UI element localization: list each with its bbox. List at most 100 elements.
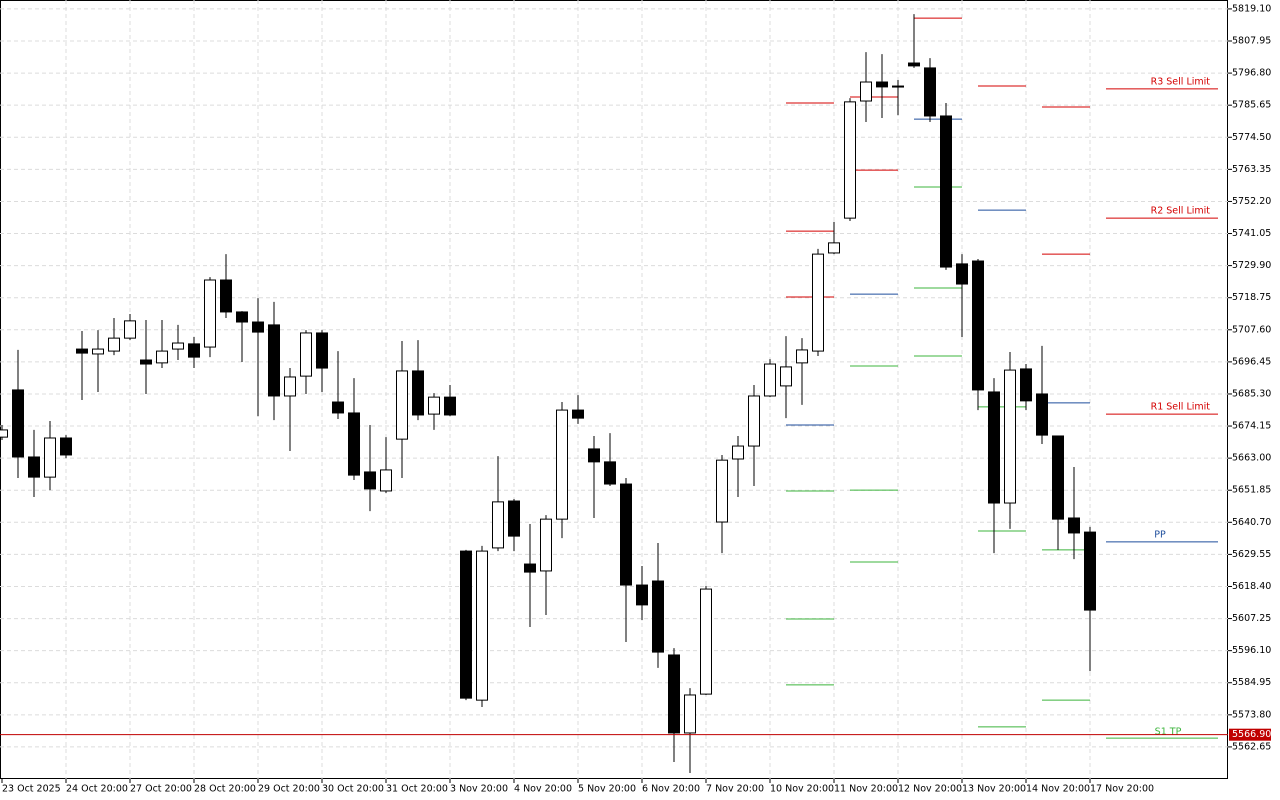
candle-body [220,279,232,313]
x-tick-label: 13 Nov 20:00 [962,784,1026,795]
y-tick-label: 5774.50 [1232,132,1271,143]
candle-body [172,342,184,350]
y-tick-label: 5607.25 [1232,613,1271,624]
y-tick-label: 5785.65 [1232,100,1271,111]
candle-body [908,62,920,67]
y-tick-label: 5707.60 [1232,324,1271,335]
candle-body [428,396,440,415]
y-tick-label: 5663.00 [1232,453,1271,464]
candle-body [524,563,536,573]
y-tick-label: 5718.75 [1232,292,1271,303]
x-tick-label: 23 Oct 2025 [2,784,61,795]
x-tick-label: 17 Nov 20:00 [1090,784,1154,795]
candle-body [924,67,936,117]
current-price-label: 5566.90 [1232,729,1271,740]
candle-body [364,471,376,490]
candle-body [620,483,632,586]
candle-body [156,350,168,364]
y-tick-label: 5562.65 [1232,741,1271,752]
candle-body [732,445,744,460]
x-tick-label: 29 Oct 20:00 [258,784,320,795]
candle-body [236,311,248,323]
candle-body [652,580,664,653]
x-tick-label: 4 Nov 20:00 [514,784,572,795]
candle-body [204,279,216,348]
candle-body [396,370,408,440]
candle-body [0,429,8,438]
candle-body [860,81,872,102]
candle-body [412,370,424,416]
candle-body [812,253,824,352]
candle-body [684,694,696,734]
x-tick-label: 14 Nov 20:00 [1026,784,1090,795]
candle-body [316,332,328,369]
candle-body [940,115,952,268]
candle-body [12,389,24,458]
y-tick-label: 5685.30 [1232,388,1271,399]
candle-body [76,348,88,354]
candle-body [60,437,72,456]
x-tick-label: 24 Oct 20:00 [66,784,128,795]
y-tick-label: 5618.40 [1232,581,1271,592]
x-tick-label: 28 Oct 20:00 [194,784,256,795]
candle-body [1052,435,1064,520]
candle-body [492,501,504,549]
candle-body [972,260,984,391]
candle-body [636,584,648,606]
y-tick-label: 5584.95 [1232,677,1271,688]
y-tick-label: 5819.10 [1232,3,1271,14]
candle-body [460,550,472,699]
candle-body [556,409,568,520]
x-tick-label: 30 Oct 20:00 [322,784,384,795]
x-tick-label: 6 Nov 20:00 [642,784,700,795]
candle-body [1068,517,1080,534]
y-tick-label: 5696.45 [1232,356,1271,367]
x-tick-label: 3 Nov 20:00 [450,784,508,795]
candle-body [268,324,280,397]
candle-body [1036,393,1048,436]
y-tick-label: 5573.80 [1232,709,1271,720]
candle-body [668,654,680,734]
level-label: S1 TP [1155,727,1182,738]
y-tick-label: 5640.70 [1232,517,1271,528]
candle-body [588,448,600,463]
y-tick-label: 5752.20 [1232,196,1271,207]
level-label: R3 Sell Limit [1151,76,1211,87]
candle-body [988,391,1000,504]
candle-body [716,459,728,523]
y-tick-label: 5807.95 [1232,36,1271,47]
level-label: R1 Sell Limit [1151,402,1211,413]
candle-body [1020,368,1032,402]
candle-body [252,321,264,333]
candle-body [892,85,904,88]
plot-frame [0,0,1228,779]
candle-body [108,337,120,352]
y-tick-label: 5674.15 [1232,421,1271,432]
x-tick-label: 12 Nov 20:00 [898,784,962,795]
level-label: PP [1154,529,1166,540]
candle-body [444,396,456,416]
candle-body [1084,531,1096,611]
x-tick-label: 27 Oct 20:00 [130,784,192,795]
candle-body [764,363,776,397]
candle-body [476,550,488,701]
candle-body [844,101,856,219]
candle-body [140,359,152,365]
candle-body [1004,369,1016,504]
candle-body [604,461,616,485]
candle-body [540,518,552,572]
candle-body [348,412,360,476]
y-tick-label: 5741.05 [1232,228,1271,239]
candle-body [28,456,40,478]
candle-body [44,437,56,478]
candle-body [796,349,808,364]
y-tick-label: 5796.80 [1232,68,1271,79]
candle-body [828,242,840,254]
y-tick-label: 5629.55 [1232,549,1271,560]
x-tick-label: 31 Oct 20:00 [386,784,448,795]
x-tick-label: 5 Nov 20:00 [578,784,636,795]
candle-body [700,588,712,695]
candle-body [780,366,792,387]
